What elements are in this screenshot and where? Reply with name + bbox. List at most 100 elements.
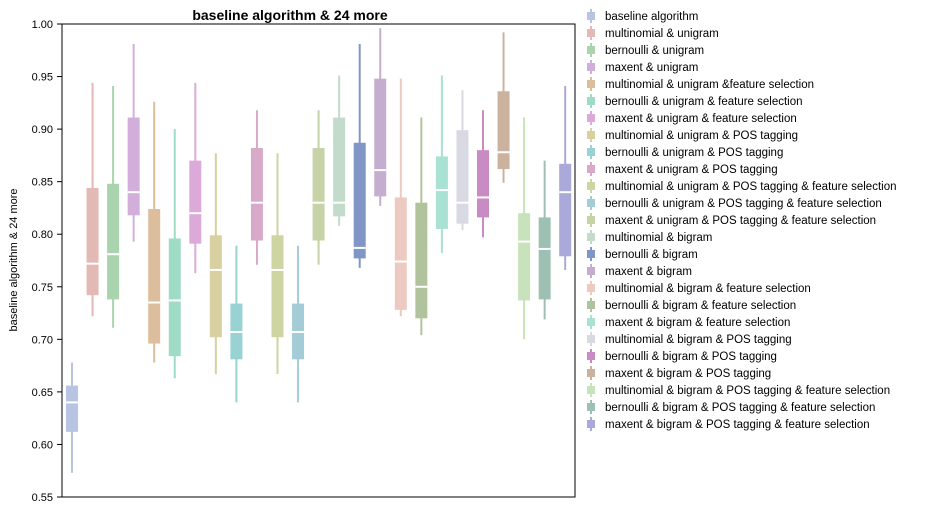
legend-swatch bbox=[587, 420, 595, 428]
legend-label: maxent & unigram bbox=[605, 62, 698, 74]
legend-item: bernoulli & unigram & feature selection bbox=[587, 94, 803, 108]
legend-item: bernoulli & bigram & POS tagging & featu… bbox=[587, 400, 875, 414]
legend-swatch bbox=[587, 301, 595, 309]
y-tick-label: 0.95 bbox=[32, 72, 53, 84]
box-body bbox=[86, 187, 99, 296]
legend-label: maxent & unigram & POS tagging & feature… bbox=[605, 215, 876, 227]
legend-item: multinomial & bigram & POS tagging & fea… bbox=[587, 383, 890, 397]
legend-label: maxent & bigram & POS tagging bbox=[605, 368, 771, 380]
legend-swatch bbox=[587, 46, 595, 54]
box-body bbox=[538, 217, 551, 300]
box-3 bbox=[107, 86, 120, 328]
box-body bbox=[415, 202, 428, 319]
legend-swatch bbox=[587, 199, 595, 207]
legend: baseline algorithm multinomial & unigram b… bbox=[587, 9, 896, 431]
legend-swatch bbox=[587, 369, 595, 377]
legend-swatch bbox=[587, 97, 595, 105]
legend-item: multinomial & bigram & feature selection bbox=[587, 281, 811, 295]
legend-item: multinomial & unigram &feature selection bbox=[587, 77, 814, 91]
box-16 bbox=[374, 28, 387, 206]
legend-swatch bbox=[587, 12, 595, 20]
legend-swatch bbox=[587, 216, 595, 224]
legend-label: maxent & unigram & POS tagging bbox=[605, 164, 778, 176]
legend-label: bernoulli & bigram & feature selection bbox=[605, 300, 796, 312]
box-body bbox=[189, 160, 202, 244]
y-tick-label: 0.55 bbox=[32, 492, 53, 504]
legend-item: bernoulli & unigram bbox=[587, 43, 704, 57]
box-4 bbox=[127, 43, 140, 242]
y-tick-label: 0.75 bbox=[32, 282, 53, 294]
box-5 bbox=[148, 101, 161, 363]
y-tick-label: 1.00 bbox=[32, 19, 53, 31]
legend-label: multinomial & unigram bbox=[605, 28, 719, 40]
legend-label: baseline algorithm bbox=[605, 11, 698, 23]
legend-item: maxent & unigram & POS tagging & feature… bbox=[587, 213, 876, 227]
box-body bbox=[559, 163, 572, 257]
legend-swatch bbox=[587, 250, 595, 258]
y-tick-label: 0.60 bbox=[32, 439, 53, 451]
legend-label: maxent & bigram & POS tagging & feature … bbox=[605, 419, 870, 431]
legend-item: multinomial & unigram & POS tagging & fe… bbox=[587, 179, 896, 193]
legend-label: multinomial & bigram bbox=[605, 232, 712, 244]
box-body bbox=[66, 385, 78, 432]
box-20 bbox=[456, 90, 469, 231]
box-8 bbox=[209, 153, 222, 375]
legend-label: bernoulli & unigram & POS tagging & feat… bbox=[605, 198, 882, 210]
box-body bbox=[456, 130, 469, 224]
legend-swatch bbox=[587, 80, 595, 88]
box-body bbox=[312, 148, 325, 241]
legend-label: bernoulli & bigram bbox=[605, 249, 698, 261]
legend-label: multinomial & bigram & POS tagging & fea… bbox=[605, 385, 890, 397]
legend-item: bernoulli & bigram & POS tagging bbox=[587, 349, 777, 363]
box-13 bbox=[312, 110, 325, 265]
legend-swatch bbox=[587, 114, 595, 122]
legend-swatch bbox=[587, 131, 595, 139]
box-19 bbox=[435, 75, 448, 254]
legend-swatch bbox=[587, 29, 595, 37]
chart-title: baseline algorithm & 24 more bbox=[192, 7, 387, 23]
box-10 bbox=[250, 110, 263, 265]
y-tick-label: 0.90 bbox=[32, 124, 53, 136]
y-tick-label: 0.85 bbox=[32, 177, 53, 189]
y-axis-label: baseline algorithm & 24 more bbox=[8, 188, 20, 331]
legend-swatch bbox=[587, 403, 595, 411]
box-body bbox=[333, 117, 346, 217]
legend-item: bernoulli & bigram bbox=[587, 247, 698, 261]
box-21 bbox=[477, 110, 489, 238]
legend-item: bernoulli & bigram & feature selection bbox=[587, 298, 796, 312]
box-18 bbox=[415, 117, 428, 336]
legend-swatch bbox=[587, 63, 595, 71]
legend-label: multinomial & unigram & POS tagging bbox=[605, 130, 798, 142]
legend-label: multinomial & bigram & feature selection bbox=[605, 283, 811, 295]
legend-item: maxent & unigram & POS tagging bbox=[587, 162, 778, 176]
legend-item: maxent & bigram & feature selection bbox=[587, 315, 790, 329]
plot-frame bbox=[61, 23, 576, 498]
legend-swatch bbox=[587, 165, 595, 173]
legend-label: maxent & bigram bbox=[605, 266, 692, 278]
box-9 bbox=[230, 245, 243, 403]
box-12 bbox=[292, 245, 305, 403]
y-tick-label: 0.65 bbox=[32, 387, 53, 399]
box-body bbox=[127, 117, 140, 216]
legend-swatch bbox=[587, 182, 595, 190]
box-body bbox=[497, 91, 510, 170]
box-body bbox=[148, 208, 161, 344]
legend-item: multinomial & bigram bbox=[587, 230, 712, 244]
legend-item: maxent & bigram bbox=[587, 264, 692, 278]
y-tick-label: 0.80 bbox=[32, 229, 53, 241]
box-24 bbox=[538, 160, 551, 320]
box-body bbox=[107, 183, 120, 300]
box-17 bbox=[394, 78, 407, 317]
box-22 bbox=[497, 32, 510, 183]
box-6 bbox=[168, 129, 181, 379]
legend-label: maxent & bigram & feature selection bbox=[605, 317, 790, 329]
box-body bbox=[209, 235, 222, 338]
box-15 bbox=[353, 43, 366, 268]
legend-label: multinomial & unigram & POS tagging & fe… bbox=[605, 181, 896, 193]
box-23 bbox=[518, 117, 531, 340]
legend-item: multinomial & bigram & POS tagging bbox=[587, 332, 792, 346]
box-body bbox=[518, 213, 531, 301]
box-body bbox=[168, 238, 181, 357]
